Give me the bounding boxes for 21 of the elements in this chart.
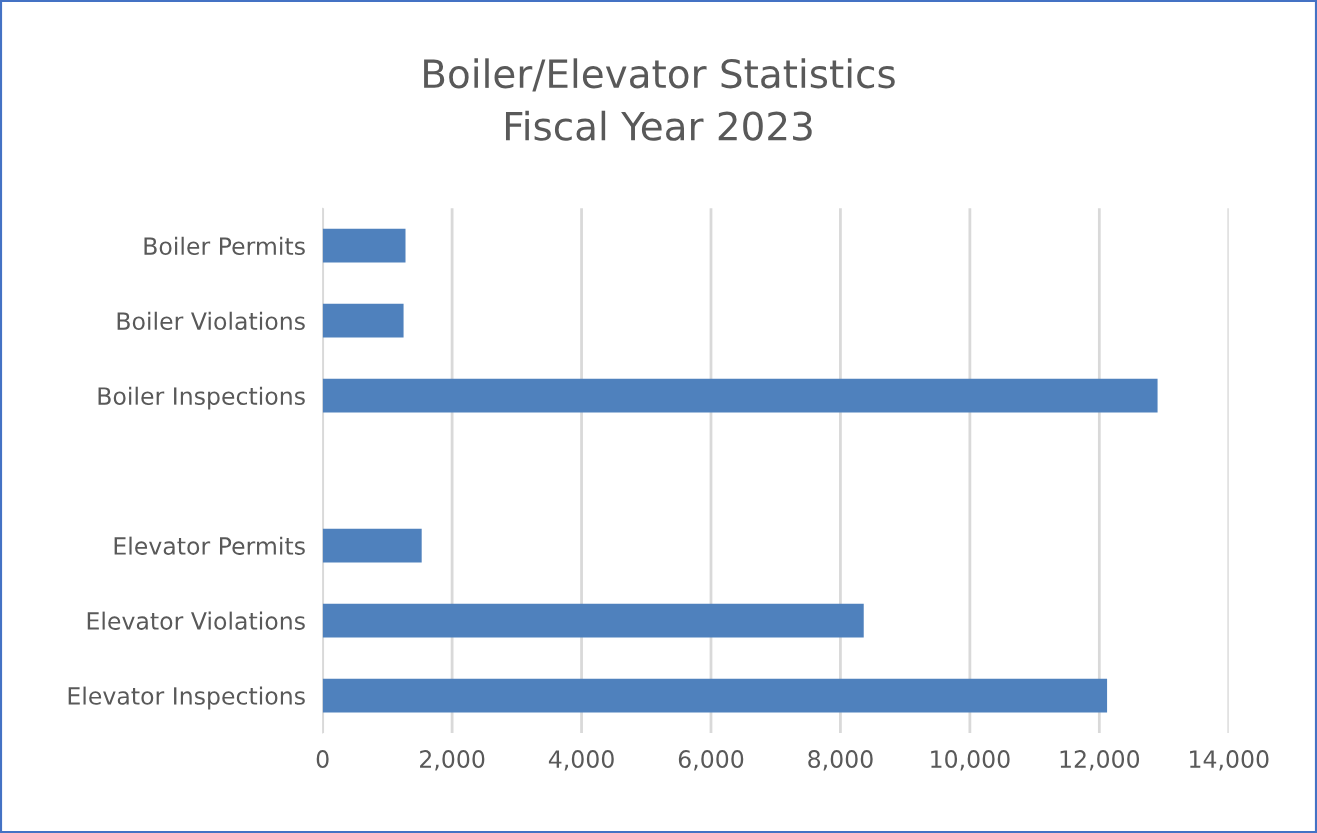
y-tick-label: Boiler Violations — [117, 311, 305, 331]
x-tick-label: 4,000 — [548, 750, 614, 771]
y-tick-label: Elevator Violations — [87, 611, 305, 630]
chart-title: Boiler/Elevator Statistics Fiscal Year 2023 — [424, 58, 895, 141]
x-tick-label: 8,000 — [808, 750, 873, 771]
y-tick-label: Boiler Inspections — [98, 386, 305, 410]
x-tick-label: 2,000 — [420, 750, 485, 771]
y-tick-label: Elevator Permits — [114, 536, 305, 555]
x-tick-label: 0 — [316, 750, 329, 768]
x-tick-label: 14,000 — [1190, 750, 1269, 771]
x-tick-label: 12,000 — [1060, 750, 1140, 771]
bar — [322, 228, 406, 263]
x-tick-label: 6,000 — [678, 750, 744, 771]
x-tick-label: 10,000 — [931, 750, 1010, 771]
bar — [322, 603, 864, 638]
bar — [322, 303, 404, 338]
bar — [322, 378, 1158, 413]
y-tick-label: Boiler Permits — [144, 236, 305, 256]
bar — [322, 678, 1108, 713]
bar — [322, 528, 422, 563]
y-tick-label: Elevator Inspections — [68, 686, 305, 710]
